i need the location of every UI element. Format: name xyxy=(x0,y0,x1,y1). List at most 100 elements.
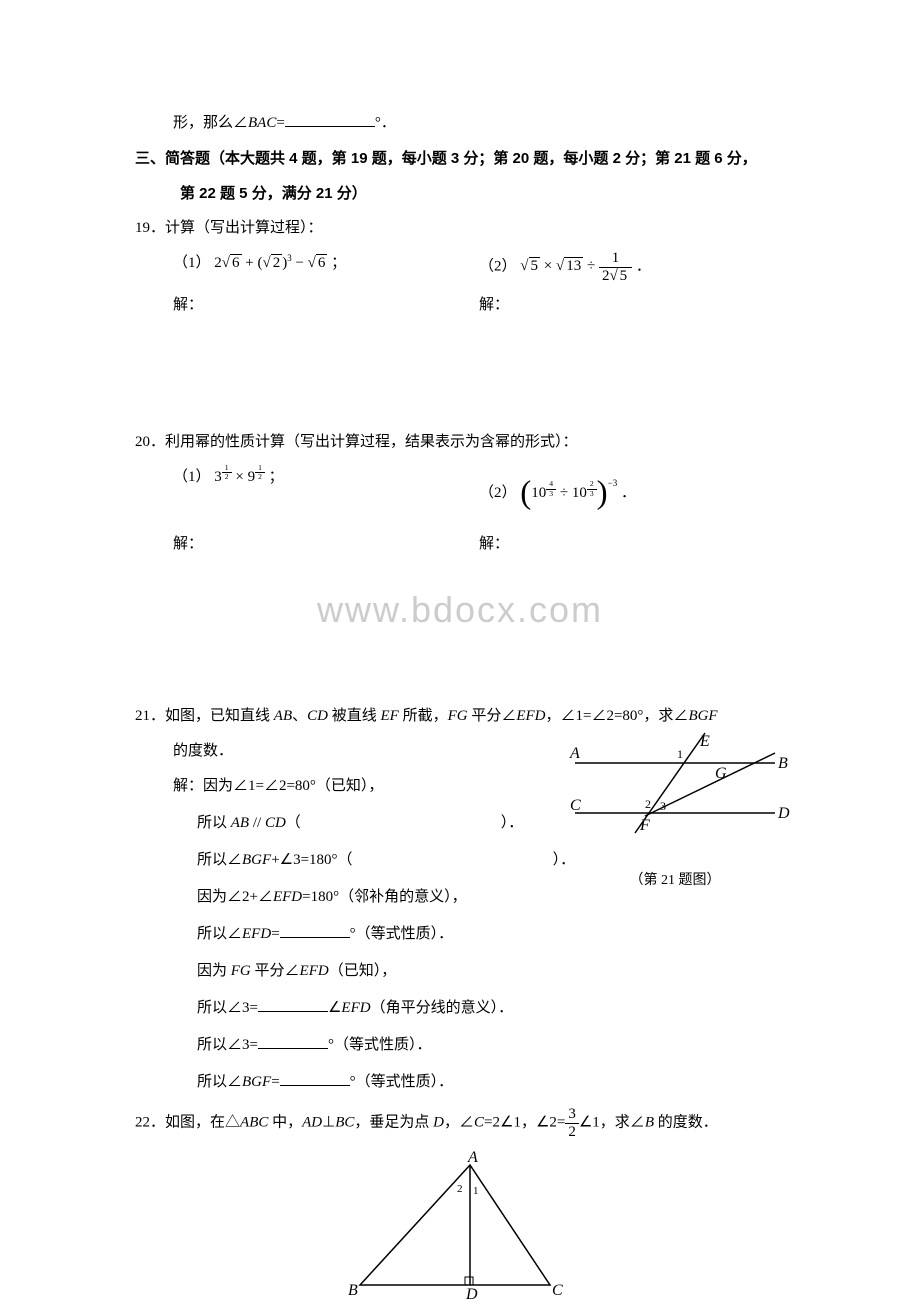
q21-l8-blank[interactable] xyxy=(258,1034,328,1049)
q20-p2: （2） (1043 ÷ 1023)−3 ． xyxy=(479,464,785,523)
fragment-prefix: 形，那么∠ xyxy=(173,115,248,131)
q21-wrap: 21．如图，已知直线 AB、CD 被直线 EF 所截，FG 平分∠EFD，∠1=… xyxy=(135,703,785,1096)
q21-l8: 所以∠3= °（等式性质）． xyxy=(135,1032,785,1059)
q21-l2a: 所以 xyxy=(197,815,231,831)
q22-bc: BC xyxy=(335,1115,354,1131)
q22-tg: ∠1，求∠ xyxy=(579,1115,645,1131)
q21-num: 21． xyxy=(135,708,165,724)
q20-p1: （1） 312 × 912 ； xyxy=(173,464,479,523)
q20-p2-e1d: 3 xyxy=(546,490,556,498)
q21-l5efd: EFD xyxy=(242,926,271,942)
q19-title: 19．计算（写出计算过程）： xyxy=(135,215,785,242)
q22-tc: ⊥ xyxy=(322,1115,335,1131)
q19-p1-sqrt3: 6 xyxy=(316,254,328,271)
q20-title-text: 利用幂的性质计算（写出计算过程，结果表示为含幂的形式）： xyxy=(165,434,578,450)
q20-problems: （1） 312 × 912 ； （2） (1043 ÷ 1023)−3 ． xyxy=(135,464,785,523)
q19-p2-frac-num: 1 xyxy=(599,250,632,268)
q22-d: D xyxy=(433,1115,444,1131)
q21-l5a: 所以∠ xyxy=(197,926,242,942)
q19-p2-sqrt2: 13 xyxy=(564,257,583,274)
q22-label-D: D xyxy=(465,1286,478,1300)
q19-title-text: 计算（写出计算过程）： xyxy=(165,220,323,236)
q20-p1-base2: 9 xyxy=(248,469,256,485)
q21-l7: 所以∠3= ∠EFD（角平分线的意义）． xyxy=(135,995,785,1022)
q21-label-B: B xyxy=(778,755,788,772)
q20-workspace xyxy=(135,663,785,703)
q21-l8a: 所以∠3= xyxy=(197,1037,258,1053)
q19-p1-plus: + xyxy=(242,255,258,271)
fragment-blank[interactable] xyxy=(285,112,375,127)
q21-l3a: 所以∠ xyxy=(197,852,242,868)
q21-label-C: C xyxy=(570,797,581,814)
q22-tf: =2∠1，∠2= xyxy=(484,1115,565,1131)
fragment-eq: = xyxy=(276,115,284,131)
q20-p2-base1: 10 xyxy=(531,485,546,501)
q21-label-G: G xyxy=(715,765,727,782)
section3-heading-2: 第 22 题 5 分，满分 21 分） xyxy=(135,180,785,207)
q21-tb: 、 xyxy=(292,708,307,724)
q21-l7c: （角平分线的意义）． xyxy=(371,1000,514,1016)
q20-p1-math: 312 × 912 xyxy=(214,469,268,485)
q21-svg: A B C D E F G 1 2 3 xyxy=(555,728,795,858)
q19-p1-math: 26 + (2)3 − 6 xyxy=(214,255,331,271)
q21-l9a: 所以∠ xyxy=(197,1074,242,1090)
q20-solve-left: 解： xyxy=(173,531,479,558)
q21-l9b: = xyxy=(271,1074,279,1090)
q19-solve-right: 解： xyxy=(479,292,785,319)
q21-l6efd: EFD xyxy=(300,963,329,979)
q22-th: 的度数． xyxy=(654,1115,718,1131)
q19-p2-math: 5 × 13 ÷ 125 xyxy=(520,258,636,274)
q21-l9bgf: BGF xyxy=(242,1074,271,1090)
q21-angle3: 3 xyxy=(660,799,666,813)
q21-l8b: °（等式性质）． xyxy=(328,1037,432,1053)
q21-l4b: =180°（邻补角的意义）， xyxy=(302,889,466,905)
q21-l7efd: EFD xyxy=(341,1000,370,1016)
q20-p2-end: ． xyxy=(621,485,636,501)
q20-p1-label: （1） xyxy=(173,469,211,485)
q21-l9: 所以∠BGF=°（等式性质）． xyxy=(135,1069,785,1096)
q21-ta: 如图，已知直线 xyxy=(165,708,274,724)
q22-c: C xyxy=(474,1115,484,1131)
q19-p1-label: （1） xyxy=(173,255,211,271)
q19-p2-div: ÷ xyxy=(583,258,599,274)
q22-label-A: A xyxy=(467,1150,478,1166)
q21-ef: EF xyxy=(380,708,398,724)
watermark: www.bdocx.com xyxy=(135,578,785,643)
q20-p1-e2d: 2 xyxy=(255,473,265,481)
fragment-unit: °． xyxy=(375,115,396,131)
q20-p2-div: ÷ xyxy=(556,485,572,501)
q22-fn: 3 xyxy=(565,1106,579,1124)
q21-l2d: ）． xyxy=(501,815,524,831)
q21-l6b: 平分∠ xyxy=(251,963,300,979)
q20-num: 20． xyxy=(135,434,165,450)
q21-l5-blank[interactable] xyxy=(280,923,350,938)
q21-title: 21．如图，已知直线 AB、CD 被直线 EF 所截，FG 平分∠EFD，∠1=… xyxy=(135,703,785,730)
q21-l6c: （已知）， xyxy=(329,963,397,979)
q21-angle2: 2 xyxy=(645,797,651,811)
q20-p1-end: ； xyxy=(269,469,284,485)
q19-p1-coef: 2 xyxy=(214,255,222,271)
q22-svg: A B C D 2 1 xyxy=(340,1150,580,1300)
q22-te: ，∠ xyxy=(444,1115,474,1131)
q21-tf: ，∠1=∠2=80°，求∠ xyxy=(546,708,689,724)
q19-p1-end: ； xyxy=(331,255,346,271)
q19-workspace xyxy=(135,319,785,429)
q22-abc: ABC xyxy=(240,1115,268,1131)
q21-l3bgf: BGF xyxy=(242,852,271,868)
q22-label-B: B xyxy=(348,1282,358,1299)
q22-ad: AD xyxy=(302,1115,322,1131)
q19-problems: （1） 26 + (2)3 − 6 ； （2） 5 × 13 ÷ 125 ． xyxy=(135,250,785,284)
q21-l7-blank[interactable] xyxy=(258,997,328,1012)
q21-label-E: E xyxy=(699,733,710,750)
q20-p2-e2d: 3 xyxy=(587,490,597,498)
q19-p1-sqrt2: 2 xyxy=(271,254,283,271)
q21-l3b: +∠3=180°（ xyxy=(271,852,352,868)
q21-figure: A B C D E F G 1 2 3 （第 21 题图） xyxy=(555,728,795,893)
q21-l7b: ∠ xyxy=(328,1000,341,1016)
q21-l7a: 所以∠3= xyxy=(197,1000,258,1016)
q21-l9-blank[interactable] xyxy=(280,1071,350,1086)
q21-l5: 所以∠EFD=°（等式性质）． xyxy=(135,921,785,948)
q20-title: 20．利用幂的性质计算（写出计算过程，结果表示为含幂的形式）： xyxy=(135,429,785,456)
q19-p2: （2） 5 × 13 ÷ 125 ． xyxy=(479,250,785,284)
q21-l5b: = xyxy=(271,926,279,942)
